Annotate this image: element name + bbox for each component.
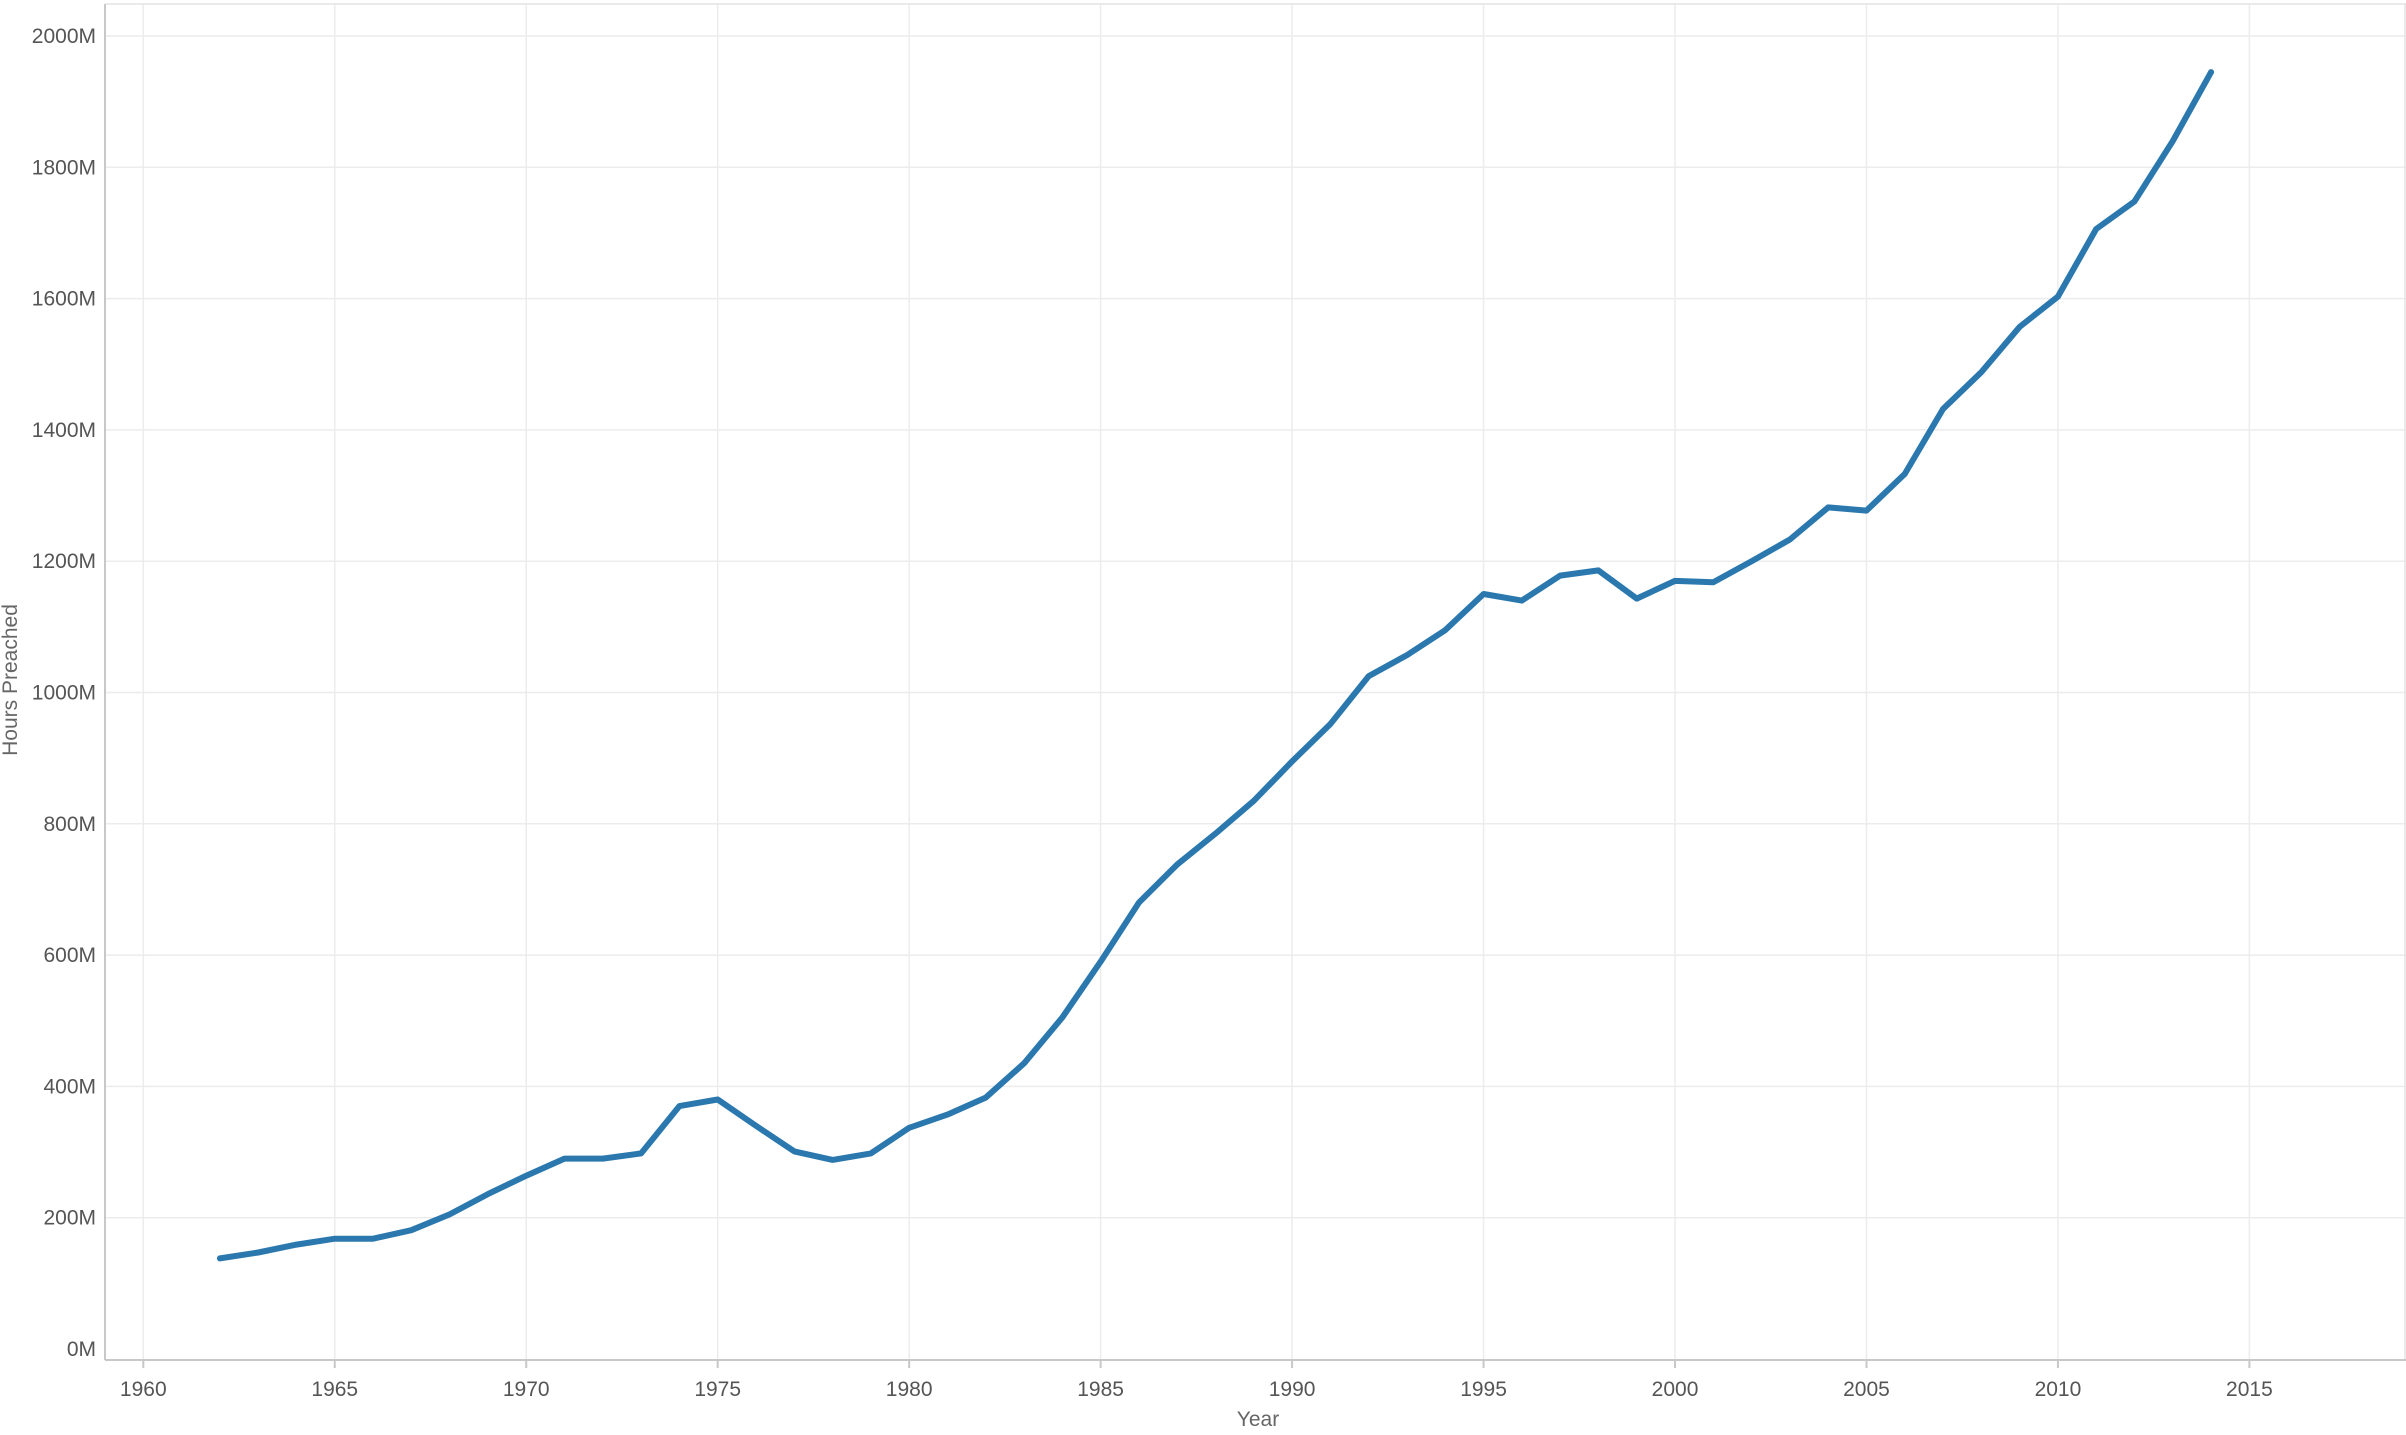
y-tick-label: 200M	[43, 1207, 96, 1230]
data-point	[1021, 1060, 1027, 1066]
data-point	[1366, 673, 1372, 679]
data-point	[1289, 758, 1295, 764]
data-point	[983, 1095, 989, 1101]
data-point	[2170, 138, 2176, 144]
data-point	[1442, 627, 1448, 633]
x-tick-label: 2015	[2226, 1378, 2273, 1401]
y-tick-label: 400M	[43, 1075, 96, 1098]
x-axis-title: Year	[1237, 1408, 1279, 1430]
data-point	[2093, 226, 2099, 232]
data-point	[1978, 369, 1984, 375]
data-point	[255, 1250, 261, 1256]
data-point	[485, 1191, 491, 1197]
data-point	[1787, 537, 1793, 543]
data-point	[2017, 324, 2023, 330]
data-point	[1519, 598, 1525, 604]
x-tick-label: 1965	[311, 1378, 358, 1401]
data-point	[408, 1227, 414, 1233]
data-point	[906, 1125, 912, 1131]
data-point	[1098, 959, 1104, 965]
x-tick-label: 1980	[886, 1378, 933, 1401]
x-tick-label: 1960	[120, 1378, 167, 1401]
data-point	[1174, 862, 1180, 868]
x-tick-label: 1985	[1077, 1378, 1124, 1401]
data-point	[944, 1112, 950, 1118]
data-point	[791, 1148, 797, 1154]
y-tick-label: 0M	[67, 1338, 96, 1361]
data-point	[1710, 579, 1716, 585]
axis-layer	[104, 3, 2406, 1368]
data-point	[294, 1242, 300, 1248]
data-point	[1327, 721, 1333, 727]
data-point	[370, 1236, 376, 1242]
x-tick-label: 1975	[694, 1378, 741, 1401]
label-layer: Year Hours Preached 0M 200M 400M 600M 800M 10…	[0, 25, 2273, 1431]
data-point	[1404, 652, 1410, 658]
data-point	[1634, 596, 1640, 602]
x-tick-label: 1990	[1269, 1378, 1316, 1401]
data-point	[1940, 406, 1946, 412]
data-point	[1059, 1015, 1065, 1021]
data-point	[1481, 591, 1487, 597]
y-tick-label: 800M	[43, 813, 96, 836]
data-point	[217, 1255, 223, 1261]
y-tick-label: 1600M	[32, 288, 96, 311]
data-point	[1825, 504, 1831, 510]
series-layer	[216, 69, 2215, 1262]
data-point	[753, 1123, 759, 1129]
data-point	[1595, 567, 1601, 573]
data-point	[868, 1150, 874, 1156]
y-tick-label: 1800M	[32, 156, 96, 179]
data-point	[676, 1103, 682, 1109]
y-tick-label: 1200M	[32, 550, 96, 573]
data-point	[1902, 471, 1908, 477]
y-tick-label: 600M	[43, 944, 96, 967]
data-point	[715, 1097, 721, 1103]
series-line	[216, 69, 2215, 1262]
data-point	[2132, 198, 2138, 204]
y-axis-title: Hours Preached	[0, 604, 22, 756]
data-point	[1672, 578, 1678, 584]
data-point	[1251, 798, 1257, 804]
data-point	[1213, 831, 1219, 837]
data-point	[638, 1150, 644, 1156]
x-tick-label: 1995	[1460, 1378, 1507, 1401]
data-point	[523, 1173, 529, 1179]
x-tick-label: 2005	[1843, 1378, 1890, 1401]
x-tick-label: 2010	[2035, 1378, 2082, 1401]
data-point	[1136, 900, 1142, 906]
y-tick-label: 1000M	[32, 682, 96, 705]
data-point	[1864, 508, 1870, 514]
y-tick-label: 1400M	[32, 419, 96, 442]
x-tick-label: 1970	[503, 1378, 550, 1401]
grid-layer	[105, 4, 2406, 1360]
data-point	[562, 1156, 568, 1162]
data-point	[600, 1156, 606, 1162]
x-tick-label: 2000	[1652, 1378, 1699, 1401]
data-point	[332, 1236, 338, 1242]
data-point	[1749, 558, 1755, 564]
data-point	[447, 1211, 453, 1217]
data-point	[830, 1157, 836, 1163]
data-point	[2055, 294, 2061, 300]
y-tick-label: 2000M	[32, 25, 96, 48]
data-point	[1557, 573, 1563, 579]
data-point	[2208, 69, 2214, 75]
